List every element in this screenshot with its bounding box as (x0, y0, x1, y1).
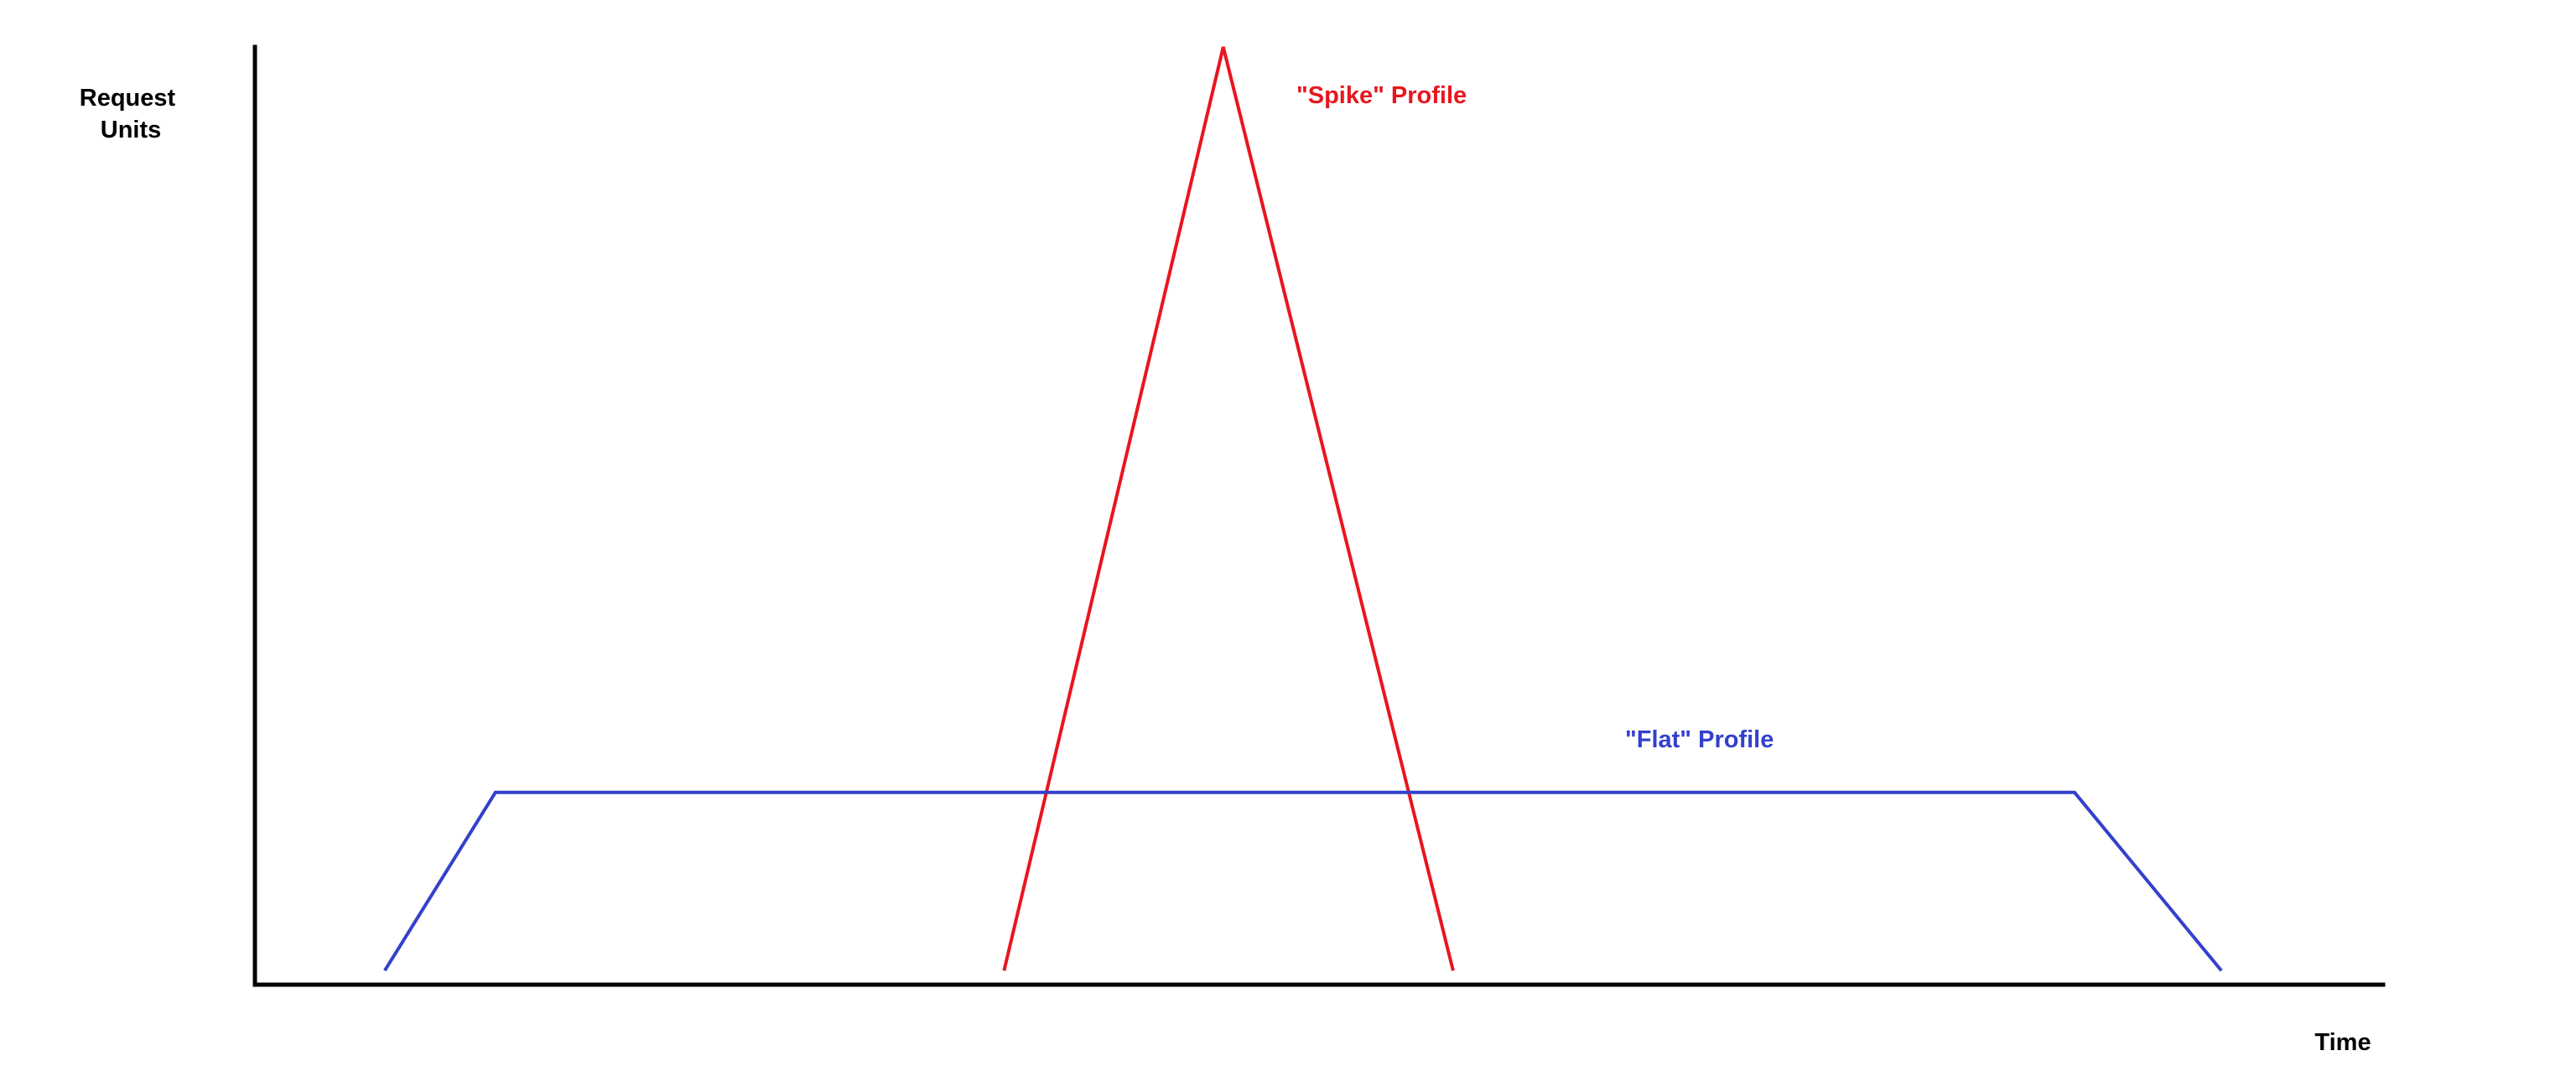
axes (252, 44, 2386, 987)
flat-profile-line (383, 790, 2223, 972)
y-axis-label-line: Request (80, 85, 176, 112)
y-axis-label: Request Units (80, 85, 182, 143)
series-label-spike: "Spike" Profile (1296, 82, 1467, 109)
y-axis-label-line: Units (101, 117, 162, 143)
series-label-flat: "Flat" Profile (1625, 726, 1774, 753)
x-axis-label: Time (2314, 1029, 2371, 1056)
spike-profile-line (1002, 46, 1455, 971)
series-layer (383, 46, 2223, 972)
